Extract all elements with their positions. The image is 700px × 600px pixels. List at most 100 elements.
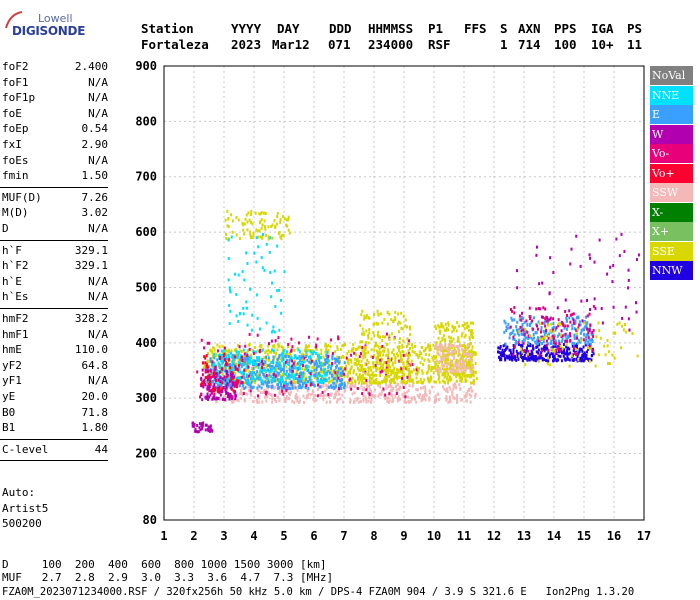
data-point — [523, 353, 526, 357]
data-point — [316, 337, 319, 341]
data-point — [210, 357, 213, 361]
data-point — [392, 378, 395, 382]
data-point — [315, 343, 318, 347]
data-point — [547, 320, 550, 324]
data-point — [569, 262, 572, 266]
data-point — [448, 335, 451, 339]
data-point — [580, 328, 583, 332]
data-point — [235, 233, 238, 237]
data-point — [277, 344, 280, 348]
data-point — [502, 344, 505, 348]
data-point — [542, 306, 545, 310]
data-point — [204, 376, 207, 380]
data-point — [243, 357, 246, 361]
parameter-separator — [0, 239, 108, 241]
data-point — [225, 349, 228, 353]
data-point — [217, 378, 220, 382]
data-point — [336, 347, 339, 351]
data-point — [434, 365, 437, 369]
data-point — [305, 377, 308, 381]
data-point — [536, 357, 539, 361]
data-point — [295, 393, 298, 397]
data-point — [439, 343, 442, 347]
data-point — [336, 345, 339, 349]
data-point — [269, 270, 272, 274]
data-point — [384, 371, 387, 375]
data-point — [237, 359, 240, 363]
parameter-row: foEs N/A — [2, 154, 108, 169]
data-point — [427, 365, 430, 369]
data-point — [567, 334, 570, 338]
data-point — [242, 232, 245, 236]
data-point — [438, 325, 441, 329]
data-point — [216, 396, 219, 400]
data-point — [474, 351, 477, 355]
data-point — [522, 349, 525, 353]
data-point — [531, 319, 534, 323]
data-point — [522, 338, 525, 342]
y-tick-label: 400 — [135, 336, 157, 350]
data-point — [374, 394, 377, 398]
data-point — [553, 349, 556, 353]
data-point — [587, 340, 590, 344]
data-point — [420, 352, 423, 356]
parameter-value: 1.50 — [81, 169, 109, 183]
data-point — [566, 357, 569, 361]
data-point — [320, 368, 323, 372]
data-point — [434, 346, 437, 350]
data-point — [265, 399, 268, 403]
data-point — [335, 390, 338, 394]
data-point — [340, 379, 343, 383]
data-point — [575, 357, 578, 361]
data-point — [543, 333, 546, 337]
data-point — [309, 372, 312, 376]
parameter-label: h`F2 — [2, 259, 29, 273]
data-point — [405, 400, 408, 404]
data-point — [521, 328, 524, 332]
data-point — [559, 344, 562, 348]
data-point — [434, 394, 437, 398]
data-point — [565, 319, 568, 323]
data-point — [266, 375, 269, 379]
data-point — [535, 324, 538, 328]
data-point — [235, 215, 238, 219]
data-point — [572, 312, 575, 316]
data-point — [220, 359, 223, 363]
data-point — [451, 330, 454, 334]
data-point — [363, 388, 366, 392]
data-point — [550, 339, 553, 343]
data-point — [438, 347, 441, 351]
data-point — [298, 360, 301, 364]
data-point — [221, 388, 224, 392]
data-point — [527, 341, 530, 345]
data-point — [284, 372, 287, 376]
data-point — [233, 378, 236, 382]
data-point — [375, 378, 378, 382]
data-point — [555, 348, 558, 352]
data-point — [441, 362, 444, 366]
parameter-label: D — [2, 222, 9, 235]
data-point — [218, 355, 221, 359]
data-point — [207, 425, 210, 429]
data-point — [271, 400, 274, 404]
data-point — [276, 348, 279, 352]
data-point — [306, 394, 309, 398]
data-point — [537, 348, 540, 352]
data-point — [515, 328, 518, 332]
data-point — [325, 354, 328, 358]
data-point — [353, 399, 356, 403]
data-point — [573, 357, 576, 361]
data-point — [378, 347, 381, 351]
data-point — [250, 213, 253, 217]
data-point — [231, 230, 234, 234]
header-value: 1 — [500, 37, 508, 52]
data-point — [540, 351, 543, 355]
parameter-separator — [0, 438, 108, 440]
data-point — [289, 354, 292, 358]
data-point — [522, 356, 525, 360]
data-point — [281, 359, 284, 363]
data-point — [293, 356, 296, 360]
data-point — [571, 316, 574, 320]
data-point — [340, 373, 343, 377]
data-point — [298, 375, 301, 379]
